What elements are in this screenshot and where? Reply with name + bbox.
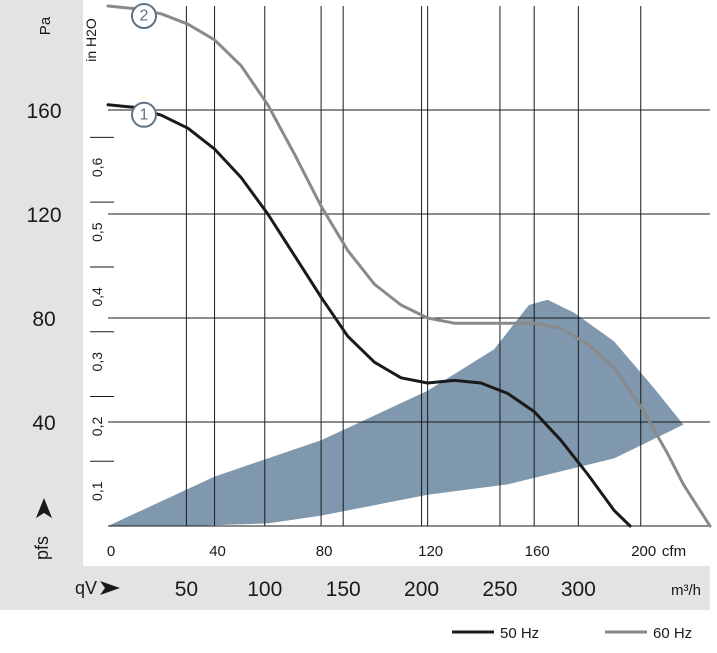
top-x-unit-label: cfm	[662, 543, 686, 560]
cfm-tick-label: 200	[631, 543, 656, 560]
series-marker-label: 1	[140, 106, 149, 123]
x-axis-symbol-group: qV	[75, 578, 120, 598]
y-axis-arrow-icon	[36, 498, 52, 518]
inh2o-tick-label: 0,5	[89, 222, 105, 242]
operating-area-layer	[108, 299, 684, 526]
inh2o-tick-label: 0,3	[89, 352, 105, 372]
x-axis-symbol: qV	[75, 578, 97, 598]
m3h-tick-label: 150	[326, 578, 361, 601]
tick-layer: 40 80 120 160 0 40 80 120 160 200 50 100 150 200 250 30…	[26, 100, 656, 601]
pa-tick-label: 120	[26, 204, 61, 227]
m3h-tick-label: 300	[561, 578, 596, 601]
series-marker-label: 2	[140, 8, 149, 25]
legend: 50 Hz 60 Hz	[452, 625, 692, 642]
series-line	[106, 103, 632, 528]
legend-label: 60 Hz	[653, 625, 692, 642]
series-marker-circle	[131, 101, 157, 128]
curve-layer: 12	[106, 3, 712, 528]
y-axis-symbol: pfs	[32, 536, 52, 560]
y-axis-symbol-group: pfs	[32, 498, 52, 560]
series-line	[106, 4, 712, 528]
cfm-tick-label: 160	[525, 543, 550, 560]
m3h-tick-label: 200	[404, 578, 439, 601]
left-axis-band	[0, 0, 83, 610]
cfm-tick-label: 40	[209, 543, 226, 560]
bottom-x-unit-label: m³/h	[671, 582, 701, 599]
operating-area	[108, 299, 684, 526]
right-unit-label: in H2O	[83, 18, 99, 62]
pa-tick-label: 160	[26, 100, 61, 123]
pa-tick-label: 80	[32, 308, 55, 331]
cfm-tick-label: 80	[316, 543, 333, 560]
left-unit-label: Pa	[37, 16, 54, 35]
cfm-tick-label: 0	[107, 543, 115, 560]
cfm-tick-label: 120	[418, 543, 443, 560]
m3h-tick-label: 100	[247, 578, 282, 601]
inh2o-tick-label: 0,1	[89, 481, 105, 501]
legend-label: 50 Hz	[500, 625, 539, 642]
m3h-tick-label: 50	[175, 578, 198, 601]
grid-layer	[90, 6, 710, 527]
x-axis-arrow-icon	[100, 581, 120, 595]
series-marker-circle	[131, 3, 157, 29]
m3h-tick-label: 250	[482, 578, 517, 601]
inh2o-tick-label: 0,2	[89, 417, 105, 437]
pa-tick-label: 40	[32, 412, 55, 435]
inh2o-tick-label: 0,6	[89, 157, 105, 177]
inh2o-tick-label: 0,4	[89, 287, 105, 307]
